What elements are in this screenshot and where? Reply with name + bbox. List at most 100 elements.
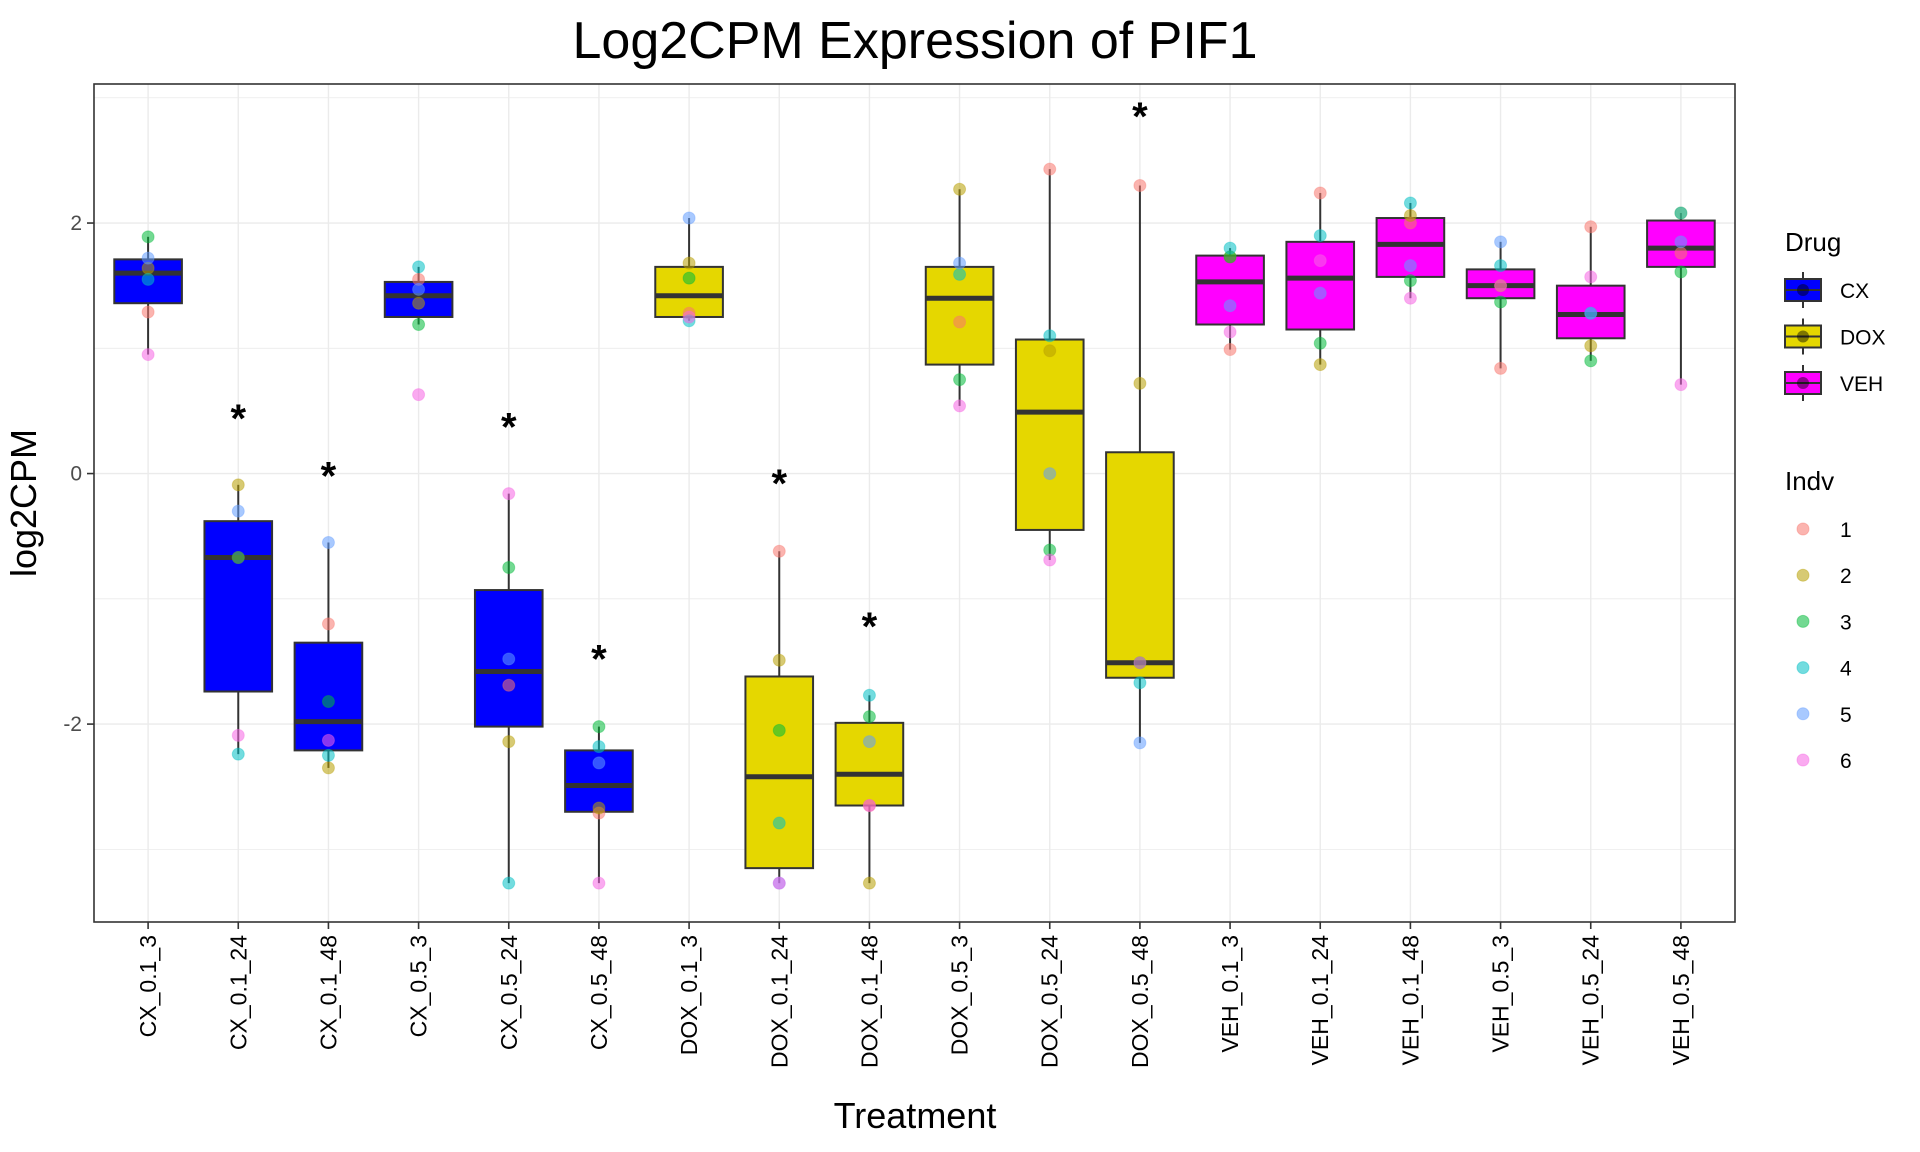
- legend-label: 6: [1840, 750, 1852, 773]
- x-tick-label: CX_0.5_24: [496, 935, 522, 1050]
- data-point-indv-3: [862, 710, 876, 724]
- box-DOX_0.5_24: [1014, 169, 1085, 560]
- legend-key-dot: [1797, 377, 1809, 389]
- x-tick-label: DOX_0.1_24: [766, 935, 792, 1068]
- significance-star: *: [230, 397, 246, 441]
- data-point-indv-5: [321, 535, 335, 549]
- data-point-indv-5: [592, 756, 606, 770]
- x-tick-label: VEH_0.5_24: [1578, 935, 1604, 1066]
- x-tick-label: VEH_0.1_3: [1217, 935, 1243, 1053]
- data-point-indv-1: [1584, 220, 1598, 234]
- legend-title-drug: Drug: [1785, 227, 1841, 257]
- data-point-indv-2: [682, 256, 696, 270]
- box-body: [924, 265, 995, 366]
- data-point-indv-6: [1313, 254, 1327, 268]
- plot-background: [94, 84, 1735, 922]
- data-point-indv-4: [502, 876, 516, 890]
- data-point-indv-4: [862, 688, 876, 702]
- legend-label: 5: [1840, 704, 1852, 727]
- box-body: [473, 589, 544, 728]
- x-tick-label: CX_0.5_3: [406, 935, 432, 1037]
- data-point-indv-3: [141, 230, 155, 244]
- data-point-indv-4: [592, 740, 606, 754]
- y-tick-label: 2: [70, 212, 82, 235]
- data-point-indv-4: [141, 272, 155, 286]
- y-axis-title: log2CPM: [3, 429, 44, 577]
- data-point-indv-3: [953, 373, 967, 387]
- data-point-indv-4: [1313, 229, 1327, 243]
- data-point-indv-2: [592, 801, 606, 815]
- data-point-indv-2: [953, 182, 967, 196]
- data-point-indv-2: [231, 478, 245, 492]
- data-point-indv-6: [1494, 279, 1508, 293]
- data-point-indv-5: [141, 251, 155, 265]
- data-point-indv-6: [1043, 553, 1057, 567]
- data-point-indv-3: [1674, 265, 1688, 279]
- x-tick-label: VEH_0.5_3: [1488, 935, 1514, 1053]
- data-point-indv-6: [412, 388, 426, 402]
- legend-item-indv-1: 1: [1796, 519, 1852, 542]
- significance-star: *: [771, 462, 787, 506]
- data-point-indv-6: [682, 310, 696, 324]
- data-point-indv-5: [502, 652, 516, 666]
- data-point-indv-5: [1674, 235, 1688, 249]
- data-point-indv-6: [1674, 378, 1688, 392]
- data-point-indv-2: [1584, 339, 1598, 353]
- plot-panel: [94, 84, 1735, 922]
- data-point-indv-2: [1133, 376, 1147, 390]
- box-CX_0.1_24: [203, 484, 274, 755]
- data-point-indv-4: [1674, 206, 1688, 220]
- data-point-indv-2: [772, 653, 786, 667]
- data-point-indv-1: [1494, 361, 1508, 375]
- data-point-indv-1: [1223, 343, 1237, 357]
- legend-label: 3: [1840, 611, 1852, 634]
- data-point-indv-1: [1313, 186, 1327, 200]
- box-body: [1195, 254, 1265, 326]
- legend-point: [1796, 753, 1810, 767]
- box-VEH_0.1_3: [1195, 248, 1265, 350]
- data-point-indv-5: [1584, 306, 1598, 320]
- data-point-indv-6: [772, 876, 786, 890]
- legend-point: [1796, 522, 1810, 536]
- box-body: [744, 675, 815, 870]
- box-body: [1014, 338, 1085, 531]
- legend-item-indv-2: 2: [1796, 565, 1852, 588]
- data-point-indv-6: [502, 487, 516, 501]
- legend-point: [1796, 568, 1810, 582]
- x-tick-label: DOX_0.1_3: [676, 935, 702, 1055]
- data-point-indv-4: [772, 816, 786, 830]
- legend-key-veh: VEH: [1784, 365, 1883, 401]
- x-tick-label: DOX_0.5_48: [1127, 935, 1153, 1068]
- data-point-indv-5: [1133, 736, 1147, 750]
- data-point-indv-5: [1043, 467, 1057, 481]
- data-point-indv-3: [1403, 274, 1417, 288]
- data-point-indv-3: [682, 271, 696, 285]
- legend-label: 4: [1840, 658, 1852, 681]
- data-point-indv-1: [1043, 162, 1057, 176]
- data-point-indv-4: [231, 747, 245, 761]
- x-tick-label: CX_0.5_48: [586, 935, 612, 1050]
- plot-border: [93, 83, 1736, 923]
- data-point-indv-3: [412, 318, 426, 332]
- data-point-indv-5: [412, 282, 426, 296]
- data-point-indv-4: [1494, 259, 1508, 273]
- x-tick-label: DOX_0.1_48: [856, 935, 882, 1068]
- data-point-indv-3: [772, 723, 786, 737]
- legend-item-indv-6: 6: [1796, 750, 1852, 773]
- x-tick-label: CX_0.1_3: [135, 935, 161, 1037]
- legend-item-indv-5: 5: [1796, 704, 1852, 727]
- data-point-indv-3: [1313, 336, 1327, 350]
- data-point-indv-6: [862, 799, 876, 813]
- data-point-indv-1: [953, 315, 967, 329]
- legend-label: 2: [1840, 565, 1852, 588]
- x-tick-label: CX_0.1_48: [315, 935, 341, 1050]
- data-point-indv-3: [1494, 295, 1508, 309]
- boxes-layer: [113, 169, 1716, 884]
- box-body: [1105, 451, 1175, 679]
- legend-key-cx: CX: [1784, 272, 1869, 308]
- data-point-indv-1: [502, 678, 516, 692]
- legend-label: DOX: [1840, 327, 1886, 350]
- legend-key-dot: [1797, 330, 1809, 343]
- x-tick-label: DOX_0.5_24: [1037, 935, 1063, 1068]
